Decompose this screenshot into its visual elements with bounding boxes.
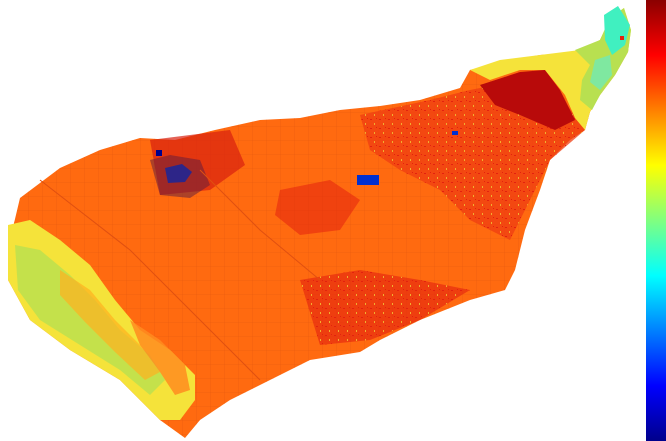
water-body-small — [156, 150, 162, 156]
zone-high-center — [275, 180, 360, 235]
colorbar — [646, 0, 666, 441]
zone-foothills-orange — [60, 270, 160, 380]
water-body-center — [357, 175, 379, 185]
zone-tail-cyan — [604, 6, 630, 55]
speckle-east — [360, 80, 585, 240]
speckle-south — [300, 270, 470, 345]
zone-foothills-ridge — [130, 320, 190, 395]
road-diagonal-2 — [199, 169, 321, 281]
zone-max-northeast — [480, 70, 575, 130]
water-body-east — [452, 131, 458, 135]
road-diagonal — [39, 179, 261, 381]
tail-red-pixel — [620, 36, 624, 40]
zone-tail-teal — [590, 55, 612, 90]
raster-map — [8, 6, 631, 438]
urban-patch-northwest — [150, 155, 210, 198]
